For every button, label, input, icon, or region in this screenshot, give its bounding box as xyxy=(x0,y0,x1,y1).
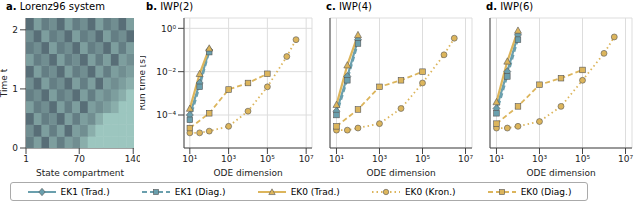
svg-text:10⁰: 10⁰ xyxy=(161,24,176,34)
svg-text:10¹: 10¹ xyxy=(182,154,197,164)
svg-text:10⁵: 10⁵ xyxy=(260,154,275,164)
html-text:EK1 (Trad.): EK1 (Trad.) xyxy=(60,186,110,197)
svg-text:ODE dimension: ODE dimension xyxy=(526,168,595,178)
svg-text:2: 2 xyxy=(12,25,18,35)
html-text:b. IWP(2): b. IWP(2) xyxy=(146,1,194,12)
svg-text:10³: 10³ xyxy=(532,154,547,164)
html-text:d. IWP(6): d. IWP(6) xyxy=(486,1,534,12)
svg-text:10⁵: 10⁵ xyxy=(575,154,590,164)
svg-text:10¹: 10¹ xyxy=(329,154,344,164)
svg-text:1: 1 xyxy=(23,154,29,164)
html-text:EK0 (Diag.): EK0 (Diag.) xyxy=(520,186,572,197)
svg-text:1: 1 xyxy=(12,84,18,94)
html-text:EK0 (Trad.): EK0 (Trad.) xyxy=(290,186,340,197)
svg-text:10⁷: 10⁷ xyxy=(299,154,314,164)
svg-text:10¹: 10¹ xyxy=(489,154,504,164)
svg-text:10⁷: 10⁷ xyxy=(458,154,473,164)
svg-text:10³: 10³ xyxy=(221,154,236,164)
html-text:c. IWP(4): c. IWP(4) xyxy=(326,1,372,12)
svg-text:10⁵: 10⁵ xyxy=(415,154,430,164)
svg-text:0: 0 xyxy=(12,143,18,153)
svg-text:10⁻⁴: 10⁻⁴ xyxy=(156,110,176,120)
html-text:a. Lorenz96 system: a. Lorenz96 system xyxy=(6,1,105,12)
html-text:EK1 (Diag.): EK1 (Diag.) xyxy=(174,186,226,197)
svg-text:10⁷: 10⁷ xyxy=(618,154,632,164)
svg-text:70: 70 xyxy=(74,154,86,164)
svg-text:State compartment: State compartment xyxy=(36,168,124,178)
svg-text:ODE dimension: ODE dimension xyxy=(213,168,282,178)
svg-text:Run time [s]: Run time [s] xyxy=(140,55,147,110)
svg-text:ODE dimension: ODE dimension xyxy=(366,168,435,178)
html-text:EK0 (Kron.): EK0 (Kron.) xyxy=(404,186,456,197)
svg-text:10⁻²: 10⁻² xyxy=(156,67,176,77)
svg-text:10³: 10³ xyxy=(372,154,387,164)
svg-text:Time t: Time t xyxy=(8,68,9,98)
svg-text:140: 140 xyxy=(125,154,140,164)
